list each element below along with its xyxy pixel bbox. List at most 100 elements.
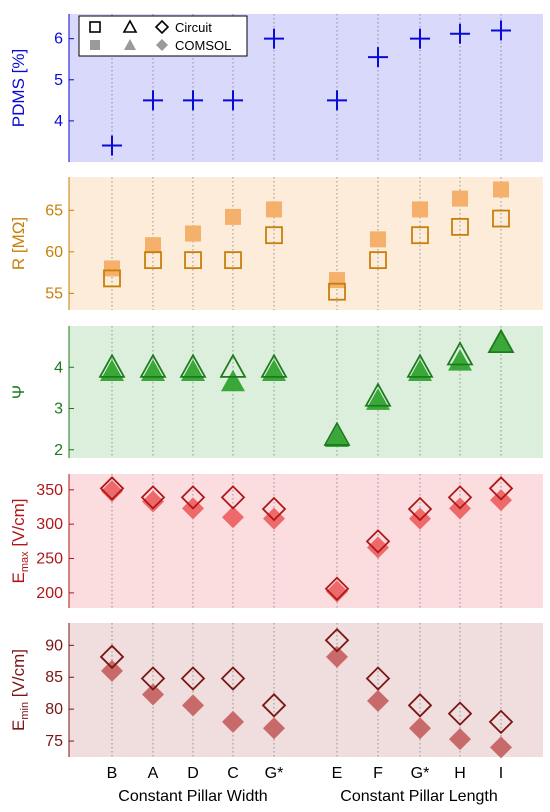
y-tick-label: 350 bbox=[36, 482, 63, 499]
circuit-marker bbox=[447, 485, 473, 510]
circuit-marker bbox=[488, 476, 514, 501]
y-axis-label-sub: max bbox=[19, 551, 31, 572]
y-axis-label: Ψ bbox=[9, 385, 28, 399]
circuit-marker bbox=[364, 382, 392, 407]
circuit-marker bbox=[261, 693, 287, 718]
comsol-marker bbox=[101, 480, 123, 503]
data-point-plus bbox=[143, 90, 163, 111]
circuit-marker bbox=[451, 217, 469, 236]
y-axis-label: PDMS [%] bbox=[9, 49, 28, 127]
circuit-marker bbox=[323, 421, 351, 446]
y-tick-label: 6 bbox=[54, 31, 63, 48]
x-category-label: H bbox=[454, 765, 466, 782]
x-category-label: A bbox=[148, 765, 159, 782]
comsol-marker bbox=[449, 728, 471, 751]
circuit-marker bbox=[99, 644, 125, 670]
y-tick-label: 4 bbox=[54, 113, 63, 130]
circuit-marker bbox=[179, 353, 207, 378]
comsol-marker bbox=[145, 237, 161, 254]
circuit-marker bbox=[411, 226, 429, 245]
circuit-marker bbox=[488, 709, 514, 735]
comsol-marker bbox=[409, 507, 431, 530]
data-point-plus bbox=[491, 20, 511, 41]
data-point-plus bbox=[327, 90, 347, 111]
circuit-marker bbox=[98, 353, 126, 378]
y-axis-label-unit: [V/cm] bbox=[9, 498, 28, 551]
circuit-marker bbox=[220, 666, 246, 691]
legend: Circuit COMSOL bbox=[78, 15, 248, 57]
legend-triangle-icon bbox=[122, 19, 138, 33]
data-point-plus bbox=[102, 135, 122, 156]
comsol-marker bbox=[409, 717, 431, 740]
comsol-marker bbox=[185, 225, 201, 242]
comsol-marker bbox=[262, 359, 286, 381]
circuit-marker bbox=[180, 485, 206, 510]
circuit-marker bbox=[407, 496, 433, 522]
y-tick-label: 300 bbox=[36, 516, 63, 533]
legend-diamond-icon bbox=[154, 19, 170, 35]
y-tick-label: 75 bbox=[45, 733, 63, 750]
y-tick-label: 90 bbox=[45, 637, 63, 654]
x-category-label: B bbox=[107, 765, 118, 782]
comsol-marker bbox=[367, 689, 389, 712]
panel-background bbox=[69, 177, 543, 310]
y-tick-label: 5 bbox=[54, 72, 63, 89]
circuit-marker bbox=[265, 226, 283, 245]
circuit-marker bbox=[224, 251, 242, 270]
comsol-marker bbox=[266, 201, 282, 218]
y-tick-label: 55 bbox=[45, 285, 63, 302]
data-point-plus bbox=[368, 47, 388, 68]
circuit-marker bbox=[492, 209, 510, 228]
comsol-marker bbox=[490, 736, 512, 759]
comsol-marker bbox=[493, 181, 509, 198]
circuit-marker bbox=[184, 251, 202, 270]
comsol-marker bbox=[367, 536, 389, 559]
comsol-marker bbox=[141, 359, 165, 381]
y-tick-label: 3 bbox=[54, 401, 63, 418]
y-tick-label: 4 bbox=[54, 359, 63, 376]
y-axis-label-unit: [V/cm] bbox=[9, 649, 28, 702]
comsol-marker bbox=[182, 694, 204, 717]
legend-diamond-filled-icon bbox=[156, 39, 168, 51]
circuit-marker bbox=[324, 627, 350, 653]
circuit-marker bbox=[140, 485, 166, 510]
x-category-label: D bbox=[187, 765, 199, 782]
comsol-marker bbox=[222, 710, 244, 733]
circuit-marker bbox=[407, 693, 433, 718]
legend-square-filled-icon bbox=[90, 40, 100, 50]
circuit-marker bbox=[365, 666, 391, 691]
comsol-marker bbox=[181, 359, 205, 381]
data-point-plus bbox=[183, 90, 203, 111]
y-tick-label: 80 bbox=[45, 701, 63, 718]
circuit-marker bbox=[103, 269, 121, 288]
circuit-marker bbox=[406, 353, 434, 378]
legend-triangle-filled-icon bbox=[124, 39, 136, 50]
circuit-marker bbox=[220, 485, 246, 510]
y-axis-label: Emax [V/cm] bbox=[9, 498, 31, 583]
data-point-plus bbox=[410, 28, 430, 49]
x-category-label: C bbox=[227, 765, 239, 782]
comsol-marker bbox=[225, 208, 241, 225]
circuit-marker bbox=[328, 282, 346, 301]
circuit-marker bbox=[446, 341, 474, 366]
circuit-marker bbox=[365, 529, 391, 554]
y-axis-label-main: E bbox=[9, 572, 28, 583]
panel-emin: 75 80 85 90 bbox=[45, 623, 543, 759]
legend-label-circuit: Circuit bbox=[175, 20, 212, 35]
comsol-marker bbox=[366, 388, 390, 410]
data-point-plus bbox=[450, 23, 470, 44]
comsol-marker bbox=[408, 359, 432, 381]
y-tick-label: 250 bbox=[36, 551, 63, 568]
x-group-label: Constant Pillar Width bbox=[118, 788, 267, 805]
data-point-plus bbox=[264, 28, 284, 49]
comsol-marker bbox=[452, 190, 468, 207]
circuit-marker bbox=[180, 666, 206, 691]
circuit-marker bbox=[260, 353, 288, 378]
circuit-marker bbox=[324, 576, 350, 602]
y-tick-label: 200 bbox=[36, 585, 63, 602]
comsol-marker bbox=[142, 683, 164, 706]
comsol-marker bbox=[489, 330, 513, 353]
panel-background bbox=[69, 623, 543, 757]
